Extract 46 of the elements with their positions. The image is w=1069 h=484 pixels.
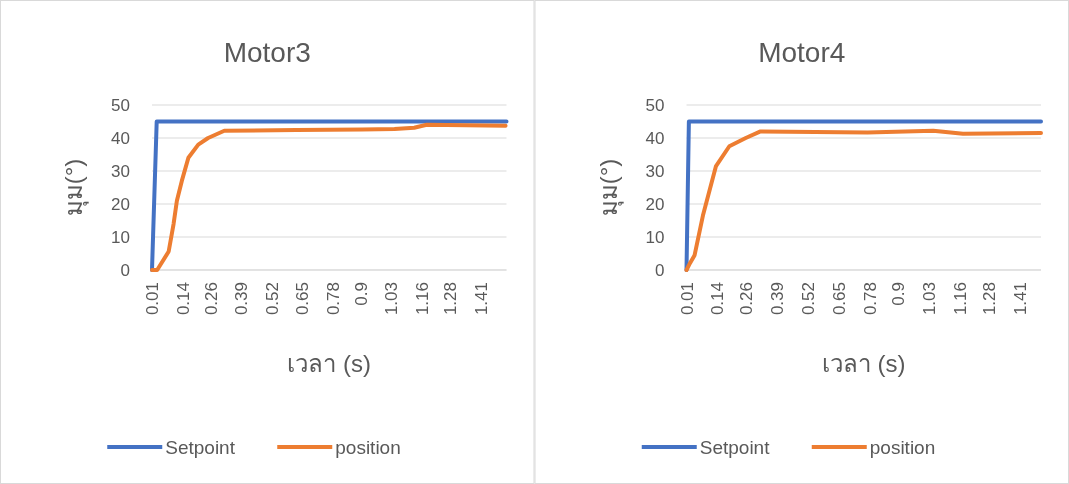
legend-label: Setpoint	[699, 437, 771, 458]
y-tick-label: 20	[111, 195, 130, 214]
x-tick-label: 0.78	[323, 282, 343, 316]
x-tick-label: 0.39	[232, 282, 252, 316]
y-tick-label: 40	[645, 129, 665, 148]
y-tick-label: 30	[645, 162, 665, 181]
y-tick-label: 0	[120, 261, 130, 280]
x-tick-label: 0.65	[829, 282, 849, 316]
x-tick-label: 1.28	[979, 282, 999, 316]
x-tick-label: 0.52	[798, 282, 818, 316]
x-tick-label: 1.28	[441, 282, 461, 316]
x-axis-title: เวลา (s)	[821, 350, 906, 377]
y-tick-label: 0	[655, 261, 665, 280]
x-tick-label: 0.26	[736, 282, 756, 316]
legend-label: Setpoint	[165, 437, 236, 458]
y-tick-label: 50	[645, 96, 665, 115]
x-tick-label: 0.26	[201, 282, 221, 316]
x-tick-label: 1.16	[951, 282, 971, 316]
legend-label: position	[869, 437, 936, 458]
chart-title: Motor4	[758, 37, 846, 68]
x-tick-label: 0.39	[767, 282, 787, 316]
y-tick-label: 50	[111, 96, 130, 115]
y-tick-label: 10	[645, 228, 665, 247]
x-tick-label: 1.03	[382, 282, 402, 316]
x-tick-label: 0.9	[889, 282, 909, 306]
x-axis-title: เวลา (s)	[287, 350, 372, 377]
x-tick-label: 0.65	[293, 282, 313, 316]
x-tick-label: 0.9	[351, 282, 371, 306]
y-axis-title: มุม(°)	[60, 158, 89, 217]
legend-label: position	[335, 437, 401, 458]
x-tick-label: 0.14	[708, 282, 728, 316]
x-tick-label: 1.16	[412, 282, 432, 316]
chart-title: Motor3	[223, 37, 311, 68]
x-tick-label: 0.01	[677, 282, 697, 316]
x-tick-label: 1.41	[471, 282, 491, 316]
y-tick-label: 10	[111, 228, 130, 247]
x-tick-label: 1.41	[1010, 282, 1030, 316]
y-axis-title: มุม(°)	[594, 158, 624, 217]
y-tick-label: 20	[645, 195, 665, 214]
x-tick-label: 0.14	[173, 282, 193, 316]
x-tick-label: 0.78	[860, 282, 880, 316]
y-tick-label: 40	[111, 129, 130, 148]
x-tick-label: 1.03	[920, 282, 940, 316]
x-tick-label: 0.52	[262, 282, 282, 316]
y-tick-label: 30	[111, 162, 130, 181]
x-tick-label: 0.01	[143, 282, 162, 316]
